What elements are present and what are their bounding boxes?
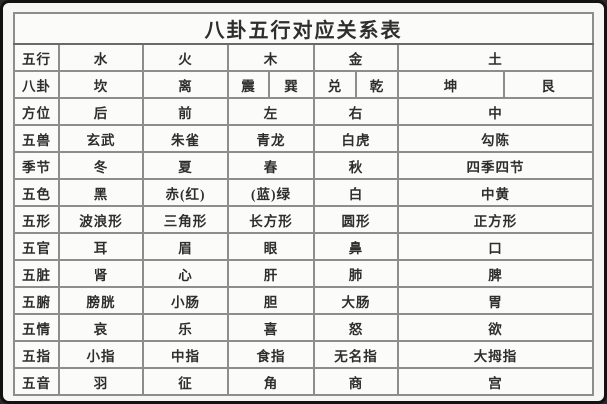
trigram-cell: 坤: [397, 70, 505, 99]
trigram-cell: 震: [227, 70, 270, 99]
table-row: 五腑 膀胱 小肠胆大肠胃: [13, 286, 595, 315]
element-cell: 水: [58, 43, 144, 72]
table-row: 五形 波浪形 三角形 长方形 圆形 正方形: [13, 205, 595, 234]
value-cell: 喜: [227, 313, 315, 342]
value-cell: 夏: [142, 151, 229, 180]
element-cell: 土: [396, 43, 595, 72]
value-cell: 胆: [227, 286, 315, 315]
row-label: 五脏: [13, 259, 60, 288]
title-row: 八卦五行对应关系表: [12, 12, 595, 45]
trigram-cell: 乾: [355, 70, 399, 99]
value-cell: 后: [58, 97, 144, 126]
row-label: 五行: [13, 43, 60, 72]
value-cell: 口: [396, 232, 595, 261]
table-row: 五情哀乐喜怒欲: [13, 313, 595, 342]
row-label: 方位: [13, 97, 60, 126]
table-row: 五指 小指 中指 食指 无名指 大拇指: [13, 340, 595, 369]
row-label: 五腑: [13, 286, 60, 315]
value-cell: 食指: [227, 340, 315, 369]
value-cell: 冬: [58, 151, 144, 180]
value-cell: 右: [313, 97, 399, 126]
value-cell: 中黄: [396, 178, 595, 207]
value-cell: 玄武: [58, 124, 144, 153]
value-cell: 眉: [142, 232, 229, 261]
value-cell: 波浪形: [58, 205, 144, 234]
value-cell: 商: [313, 367, 399, 396]
table-row: 五官耳眉眼鼻口: [13, 232, 595, 261]
value-cell: 正方形: [396, 205, 595, 234]
value-cell: 羽: [58, 367, 144, 396]
value-cell: 大肠: [313, 286, 399, 315]
value-cell: 肾: [58, 259, 144, 288]
row-label: 季节: [13, 151, 60, 180]
row-label: 五指: [13, 340, 60, 369]
value-cell: 无名指: [313, 340, 399, 369]
value-cell: 胃: [396, 286, 595, 315]
value-cell: 圆形: [313, 205, 399, 234]
value-cell: 肝: [227, 259, 315, 288]
value-cell: (蓝)绿: [227, 178, 315, 207]
table-row: 五色黑赤(红) (蓝)绿白中黄: [13, 178, 595, 207]
page-title: 八卦五行对应关系表: [12, 12, 595, 45]
row-label: 八卦: [13, 70, 60, 99]
value-cell: 白: [313, 178, 399, 207]
value-cell: 角: [227, 367, 315, 396]
value-cell: 鼻: [313, 232, 399, 261]
value-cell: 三角形: [142, 205, 229, 234]
row-label: 五音: [13, 367, 60, 396]
table-row: 五脏肾心肝肺脾: [13, 259, 595, 288]
value-cell: 左: [227, 97, 315, 126]
table-row: 五兽 玄武 朱雀 青龙 白虎 勾陈: [13, 124, 595, 153]
trigram-cell: 艮: [502, 70, 595, 99]
trigram-cell: 坎: [58, 70, 144, 99]
value-cell: 赤(红): [142, 178, 229, 207]
row-label: 五色: [13, 178, 60, 207]
table-row: 五音羽征角商宫: [13, 367, 595, 396]
value-cell: 肺: [313, 259, 399, 288]
value-cell: 欲: [396, 313, 595, 342]
value-cell: 耳: [58, 232, 144, 261]
trigram-cell: 巽: [268, 70, 315, 99]
value-cell: 勾陈: [396, 124, 595, 153]
row-label: 五形: [13, 205, 60, 234]
value-cell: 大拇指: [396, 340, 595, 369]
row-label: 五兽: [13, 124, 60, 153]
value-cell: 怒: [313, 313, 399, 342]
row-bagua: 八卦坎离震巽兑乾坤艮: [13, 70, 595, 99]
element-cell: 木: [227, 43, 315, 72]
trigram-cell: 兑: [313, 70, 357, 99]
value-cell: 心: [142, 259, 229, 288]
value-cell: 乐: [142, 313, 229, 342]
value-cell: 朱雀: [142, 124, 229, 153]
value-cell: 宫: [396, 367, 595, 396]
value-cell: 中: [396, 97, 595, 126]
value-cell: 青龙: [227, 124, 315, 153]
row-label: 五官: [13, 232, 60, 261]
value-cell: 春: [227, 151, 315, 180]
value-cell: 膀胱: [58, 286, 144, 315]
trigram-cell: 离: [142, 70, 229, 99]
correspondence-table: 八卦五行对应关系表 五行水火木金土八卦坎离震巽兑乾坤艮方位后前左右中五兽 玄武 朱雀青…: [12, 12, 595, 396]
row-label: 五情: [13, 313, 60, 342]
value-cell: 眼: [227, 232, 315, 261]
value-cell: 小指: [58, 340, 144, 369]
value-cell: 长方形: [227, 205, 315, 234]
value-cell: 四季四节: [396, 151, 595, 180]
element-cell: 火: [142, 43, 229, 72]
value-cell: 白虎: [313, 124, 399, 153]
value-cell: 黑: [58, 178, 144, 207]
table-row: 方位后前左右中: [13, 97, 595, 126]
value-cell: 前: [142, 97, 229, 126]
value-cell: 征: [142, 367, 229, 396]
row-wuxing: 五行水火木金土: [13, 43, 595, 72]
value-cell: 哀: [58, 313, 144, 342]
value-cell: 小肠: [142, 286, 229, 315]
value-cell: 秋: [313, 151, 399, 180]
value-cell: 脾: [396, 259, 595, 288]
element-cell: 金: [313, 43, 399, 72]
table-row: 季节冬夏春秋四季四节: [13, 151, 595, 180]
value-cell: 中指: [142, 340, 229, 369]
